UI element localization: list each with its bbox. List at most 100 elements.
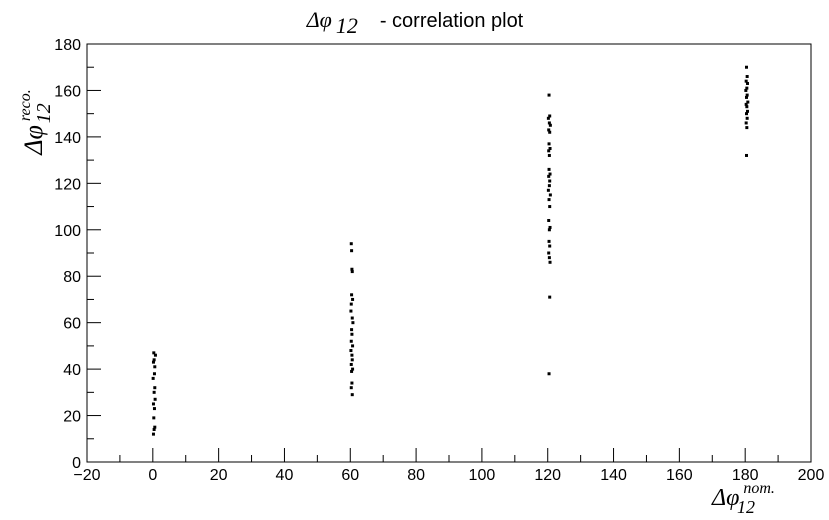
data-point	[548, 225, 552, 229]
axis-ticks	[86, 43, 812, 463]
data-point	[153, 365, 157, 369]
data-point	[350, 369, 354, 373]
x-axis-label-subscript: 12	[737, 497, 755, 517]
data-point	[745, 105, 749, 109]
y-tick-label: 80	[63, 269, 81, 286]
data-point	[350, 267, 354, 271]
data-point	[548, 295, 552, 299]
data-point	[350, 381, 354, 385]
data-point	[744, 95, 748, 99]
data-point	[349, 302, 353, 306]
data-point	[547, 153, 551, 157]
x-tick-label: 140	[600, 467, 627, 484]
x-tick-label: 40	[276, 467, 294, 484]
data-point	[547, 174, 551, 178]
data-point	[547, 228, 551, 232]
data-point	[548, 123, 552, 127]
data-point	[548, 260, 552, 264]
data-point	[351, 297, 355, 301]
data-point	[548, 205, 552, 209]
data-point	[351, 321, 355, 325]
data-point	[746, 100, 750, 104]
data-point	[548, 244, 552, 248]
y-tick-label: 160	[54, 83, 81, 100]
data-point	[350, 249, 354, 253]
data-point	[745, 81, 749, 85]
data-point	[151, 402, 155, 406]
x-tick-label: 0	[148, 467, 157, 484]
chart-title-symbol: Δφ	[306, 7, 332, 32]
data-point	[152, 358, 156, 362]
data-point	[546, 188, 550, 192]
data-point	[350, 293, 354, 297]
data-point	[548, 193, 552, 197]
data-point	[152, 427, 156, 431]
data-point	[547, 149, 551, 153]
x-tick-label: 200	[798, 467, 825, 484]
data-point	[744, 112, 748, 116]
data-point	[547, 93, 551, 97]
data-point	[744, 102, 748, 106]
data-point	[350, 393, 354, 397]
data-point	[745, 75, 749, 79]
y-tick-label: 180	[54, 37, 81, 54]
data-point	[153, 386, 157, 390]
y-axis-label-symbol: Δφ	[19, 125, 48, 156]
data-point	[350, 332, 354, 336]
data-point	[745, 109, 749, 113]
y-axis-label-superscript: reco.	[17, 89, 34, 121]
data-point	[745, 126, 749, 130]
data-point	[152, 351, 156, 355]
x-axis-label-superscript: nom.	[743, 480, 775, 497]
data-point	[548, 147, 552, 150]
data-points	[151, 65, 750, 436]
data-point	[153, 425, 157, 429]
data-point	[350, 358, 354, 362]
data-point	[349, 349, 353, 353]
data-point	[152, 390, 156, 394]
x-tick-label: 120	[534, 467, 561, 484]
data-point	[744, 79, 748, 83]
data-point	[548, 172, 552, 176]
x-tick-label: 100	[469, 467, 496, 484]
data-point	[744, 153, 748, 157]
data-point	[152, 407, 156, 411]
x-tick-label: −20	[73, 467, 100, 484]
chart-title-text: - correlation plot	[380, 10, 524, 32]
data-point	[546, 116, 550, 120]
x-axis-label-symbol: Δφ	[711, 485, 739, 511]
data-point	[152, 372, 156, 376]
data-point	[745, 86, 749, 90]
y-tick-label: 20	[63, 409, 81, 426]
x-tick-label: 180	[732, 467, 759, 484]
chart-title-subscript: 12	[336, 13, 358, 38]
data-point	[547, 251, 551, 255]
data-point	[744, 65, 748, 69]
axis-tick-labels: −20 0 20 40 60 80 100 120 140 160 180 2000204060801…	[54, 37, 824, 484]
data-point	[744, 88, 748, 92]
x-axis-label: Δφ nom. 12	[711, 480, 779, 517]
data-point	[152, 416, 156, 420]
data-point	[350, 316, 354, 320]
data-point	[547, 167, 551, 171]
data-point	[349, 339, 353, 343]
chart-title: Δφ 12 - correlation plot	[306, 7, 524, 38]
data-point	[547, 198, 551, 202]
data-point	[547, 256, 551, 260]
plot-frame	[86, 43, 812, 463]
data-point	[151, 376, 155, 380]
data-point	[349, 362, 353, 366]
data-point	[547, 218, 551, 222]
data-point	[547, 184, 551, 188]
data-point	[351, 367, 355, 371]
data-point	[548, 179, 552, 183]
y-tick-label: 0	[72, 455, 81, 472]
x-tick-label: 160	[666, 467, 693, 484]
y-tick-label: 140	[54, 130, 81, 147]
data-point	[350, 353, 354, 357]
data-point	[351, 344, 355, 348]
data-point	[744, 121, 748, 125]
data-point	[547, 142, 551, 146]
x-tick-label: 80	[407, 467, 425, 484]
